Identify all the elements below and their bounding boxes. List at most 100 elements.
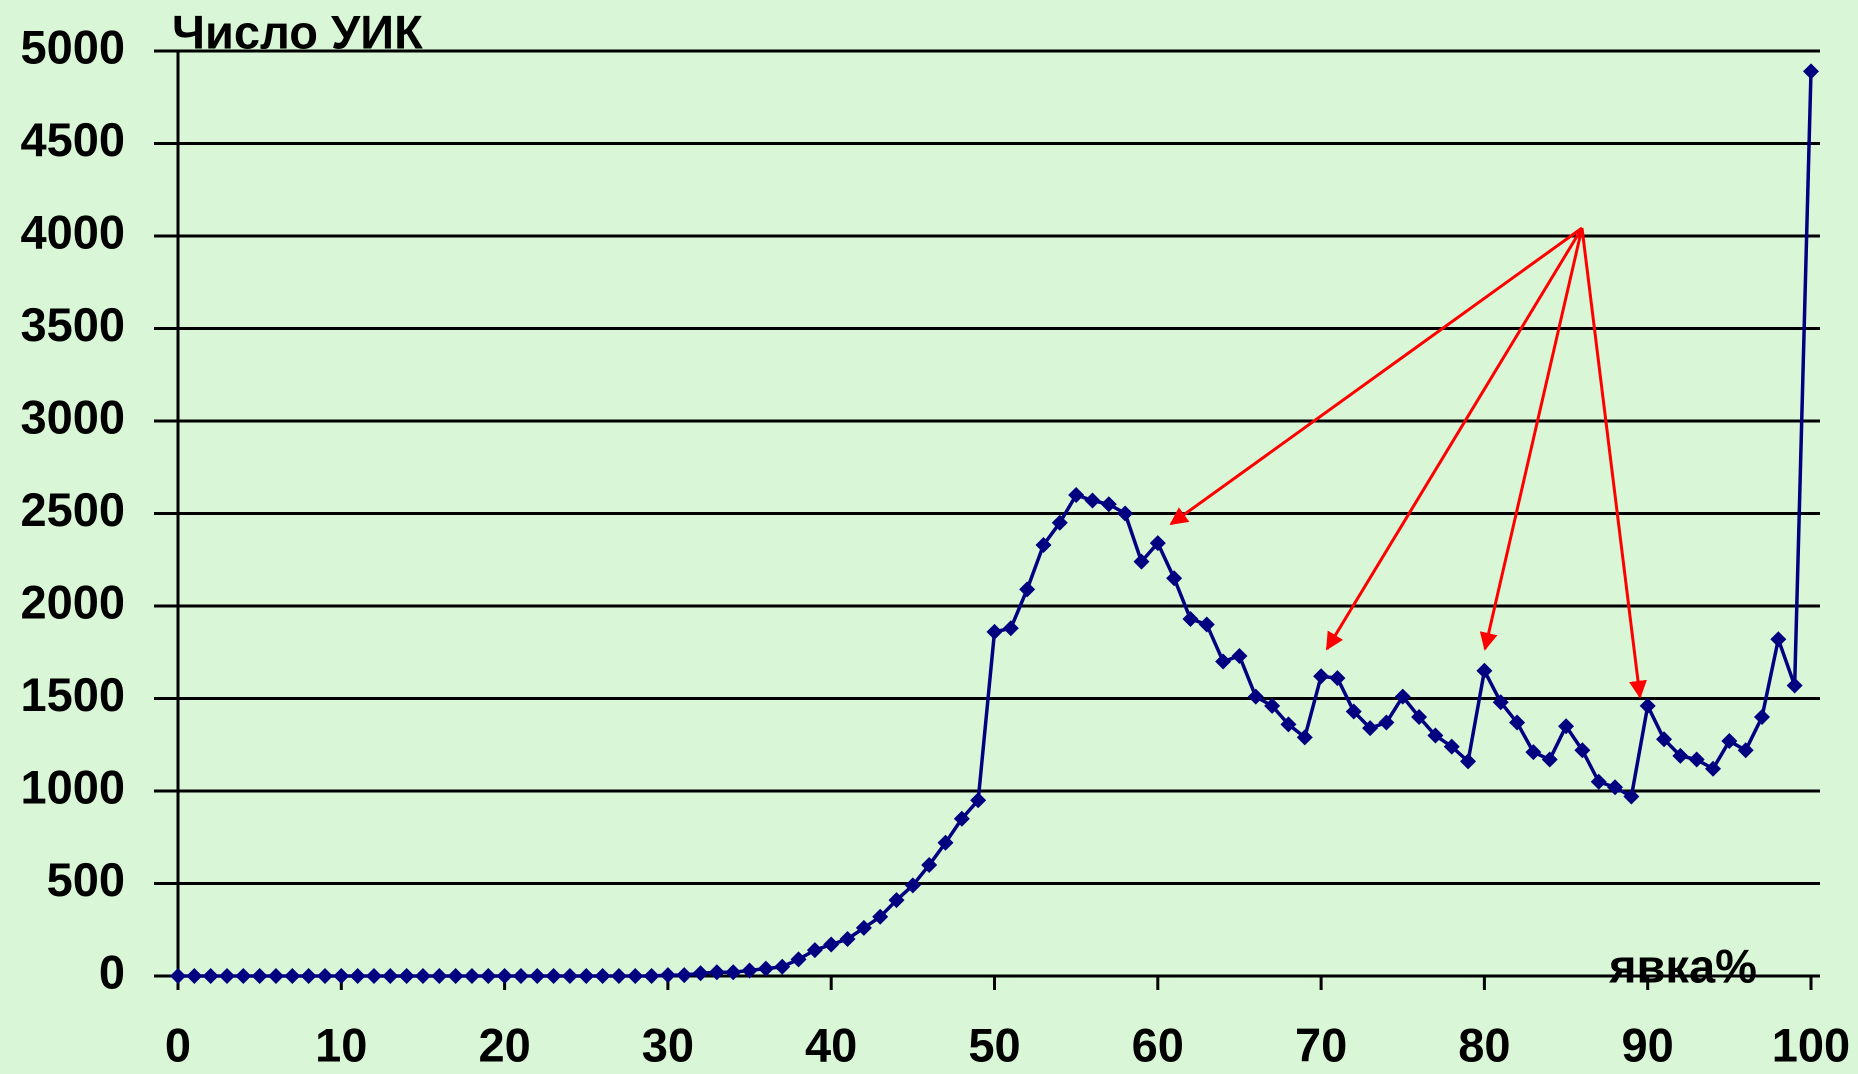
point-marker	[1623, 788, 1640, 805]
point-marker	[1084, 492, 1101, 509]
point-marker	[398, 968, 415, 984]
point-marker	[1492, 694, 1509, 711]
point-marker	[529, 968, 546, 984]
point-marker	[1133, 553, 1150, 570]
point-marker	[496, 968, 513, 984]
y-tick-label: 4500	[20, 113, 125, 166]
point-marker	[1705, 760, 1722, 777]
point-marker	[218, 968, 235, 984]
x-tick-label: 40	[805, 1018, 857, 1071]
point-marker	[790, 951, 807, 968]
x-tick-label: 100	[1772, 1018, 1850, 1071]
point-marker	[872, 908, 889, 925]
x-tick-label: 70	[1295, 1018, 1347, 1071]
point-marker	[1100, 496, 1117, 513]
point-marker	[545, 968, 562, 984]
point-marker	[888, 892, 905, 909]
point-marker	[1182, 610, 1199, 627]
point-marker	[578, 968, 595, 984]
x-tick-label: 90	[1622, 1018, 1674, 1071]
point-marker	[1541, 751, 1558, 768]
point-marker	[774, 958, 791, 975]
point-marker	[447, 968, 464, 984]
point-marker	[1443, 738, 1460, 755]
point-marker	[1411, 709, 1428, 725]
x-tick-label: 10	[315, 1018, 367, 1071]
point-marker	[937, 834, 954, 851]
point-marker	[1721, 733, 1738, 750]
point-marker	[382, 968, 399, 984]
x-tick-label: 60	[1132, 1018, 1184, 1071]
point-marker	[1607, 779, 1624, 796]
point-marker	[1002, 620, 1019, 637]
y-tick-label: 1000	[20, 760, 125, 813]
point-marker	[251, 968, 268, 984]
point-marker	[235, 968, 252, 984]
point-marker	[1329, 670, 1346, 687]
point-marker	[1149, 535, 1166, 552]
point-marker	[1247, 688, 1264, 705]
point-marker	[1362, 720, 1379, 737]
x-tick-label: 30	[642, 1018, 694, 1071]
point-marker	[692, 965, 709, 982]
point-marker	[284, 968, 301, 984]
point-marker	[1460, 753, 1477, 770]
point-marker	[186, 968, 203, 984]
point-marker	[561, 968, 578, 984]
point-marker	[267, 968, 284, 984]
point-marker	[463, 968, 480, 984]
point-marker	[1574, 742, 1591, 759]
point-marker	[1345, 703, 1362, 720]
point-marker	[904, 877, 921, 894]
arrow	[1580, 227, 1647, 699]
point-marker	[970, 792, 987, 809]
y-tick-label: 5000	[20, 20, 125, 73]
x-tick-label: 80	[1458, 1018, 1510, 1071]
point-marker	[1019, 581, 1036, 598]
point-marker	[1688, 751, 1705, 768]
point-marker	[300, 968, 317, 984]
y-tick-label: 3500	[20, 298, 125, 351]
x-axis-label: явка%	[1608, 939, 1757, 992]
point-marker	[1198, 616, 1215, 633]
x-tick-label: 50	[968, 1018, 1020, 1071]
point-marker	[757, 960, 774, 977]
point-marker	[659, 967, 676, 984]
point-marker	[921, 857, 938, 873]
point-marker	[1296, 729, 1313, 746]
y-axis-label: Число УИК	[172, 5, 423, 58]
point-marker	[202, 968, 219, 984]
point-marker	[594, 968, 611, 984]
point-marker	[1525, 744, 1542, 761]
arrow	[1479, 227, 1584, 651]
point-marker	[1656, 731, 1673, 748]
point-marker	[823, 936, 840, 953]
y-tick-label: 3000	[20, 390, 125, 443]
y-tick-label: 2500	[20, 483, 125, 536]
point-marker	[1378, 714, 1395, 731]
point-marker	[1280, 716, 1297, 733]
y-tick-label: 500	[47, 853, 125, 906]
point-marker	[365, 968, 382, 984]
point-marker	[1672, 747, 1689, 764]
y-tick-label: 1500	[20, 668, 125, 721]
annotation-arrows	[1169, 226, 1647, 699]
x-tick-label: 0	[165, 1018, 191, 1071]
arrow	[1169, 226, 1583, 526]
point-marker	[839, 931, 856, 947]
plot: 0500100015002000250030003500400045005000…	[20, 20, 1850, 1071]
point-marker	[414, 968, 431, 984]
y-tick-label: 0	[99, 945, 125, 998]
point-marker	[1509, 714, 1526, 731]
point-marker	[643, 968, 660, 984]
point-marker	[1639, 697, 1656, 714]
point-marker	[741, 962, 758, 979]
point-marker	[986, 623, 1003, 640]
point-marker	[806, 942, 823, 959]
point-marker	[1786, 677, 1803, 694]
point-marker	[1754, 709, 1771, 725]
point-marker	[725, 964, 742, 981]
point-marker	[1051, 514, 1068, 531]
